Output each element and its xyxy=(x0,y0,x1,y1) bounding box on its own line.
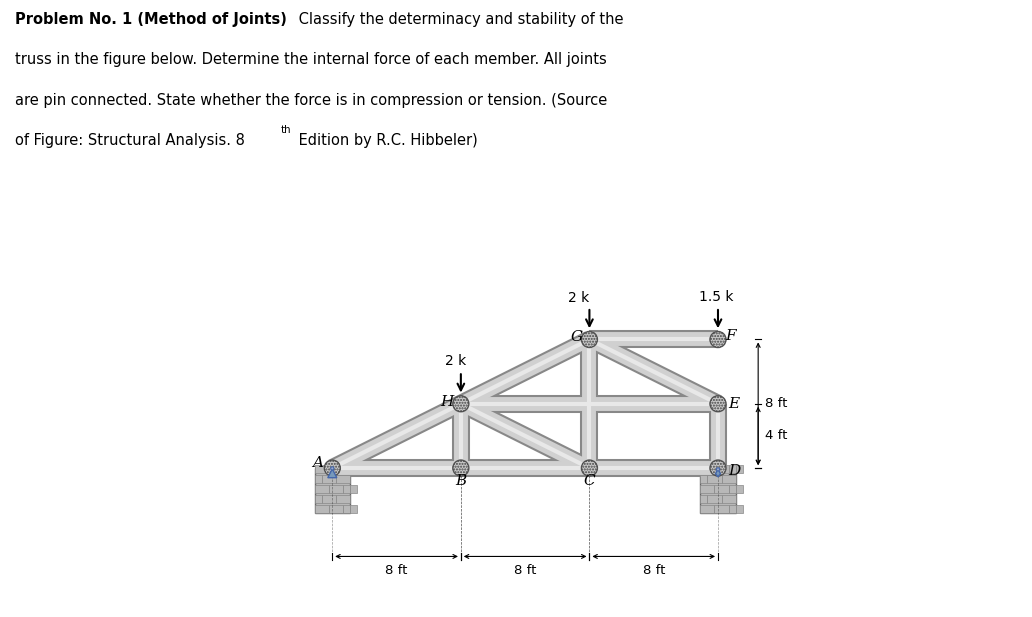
Text: 8 ft: 8 ft xyxy=(514,565,537,578)
Circle shape xyxy=(324,460,341,476)
Bar xyxy=(315,505,329,513)
Text: Problem No. 1 (Method of Joints): Problem No. 1 (Method of Joints) xyxy=(15,12,287,27)
Bar xyxy=(714,465,729,473)
Bar xyxy=(714,505,729,513)
Bar xyxy=(701,465,714,473)
Circle shape xyxy=(453,395,469,412)
Bar xyxy=(721,495,736,503)
Circle shape xyxy=(716,468,719,471)
Text: 2 k: 2 k xyxy=(446,354,466,368)
Bar xyxy=(315,484,329,493)
Bar xyxy=(736,505,743,513)
Bar xyxy=(729,465,736,473)
Text: 4 ft: 4 ft xyxy=(765,429,787,442)
Bar xyxy=(322,474,335,483)
Bar xyxy=(322,495,335,503)
Bar xyxy=(343,465,350,473)
Bar xyxy=(315,465,329,473)
Bar xyxy=(729,505,736,513)
Text: 8 ft: 8 ft xyxy=(765,397,787,410)
Text: C: C xyxy=(584,474,595,488)
Bar xyxy=(350,484,357,493)
Circle shape xyxy=(710,331,727,347)
Bar xyxy=(701,474,707,483)
Bar xyxy=(714,484,729,493)
Bar xyxy=(329,484,343,493)
Text: are pin connected. State whether the force is in compression or tension. (Source: are pin connected. State whether the for… xyxy=(15,93,608,107)
Bar xyxy=(350,465,357,473)
Text: 8 ft: 8 ft xyxy=(643,565,665,578)
Text: 2 k: 2 k xyxy=(568,291,589,305)
Text: th: th xyxy=(281,125,291,135)
Text: Edition by R.C. Hibbeler): Edition by R.C. Hibbeler) xyxy=(294,133,478,147)
Polygon shape xyxy=(715,469,720,477)
Bar xyxy=(736,484,743,493)
Bar xyxy=(329,465,343,473)
Circle shape xyxy=(330,467,334,470)
Bar xyxy=(701,495,707,503)
Bar xyxy=(736,465,743,473)
Circle shape xyxy=(581,460,598,476)
Bar xyxy=(335,474,350,483)
Text: E: E xyxy=(729,397,740,411)
Bar xyxy=(707,474,721,483)
Text: Classify the determinacy and stability of the: Classify the determinacy and stability o… xyxy=(294,12,623,27)
Circle shape xyxy=(453,460,469,476)
Text: truss in the figure below. Determine the internal force of each member. All join: truss in the figure below. Determine the… xyxy=(15,52,607,67)
Bar xyxy=(707,495,721,503)
Bar xyxy=(335,495,350,503)
Bar xyxy=(729,484,736,493)
Bar xyxy=(315,495,322,503)
Text: A: A xyxy=(313,456,323,470)
Text: 1.5 k: 1.5 k xyxy=(699,290,734,304)
Bar xyxy=(701,505,714,513)
Bar xyxy=(343,484,350,493)
Text: of Figure: Structural Analysis. 8: of Figure: Structural Analysis. 8 xyxy=(15,133,246,147)
Bar xyxy=(329,505,343,513)
Polygon shape xyxy=(328,469,336,478)
Text: F: F xyxy=(725,329,736,343)
Bar xyxy=(343,505,350,513)
Bar xyxy=(701,484,714,493)
Bar xyxy=(721,474,736,483)
Bar xyxy=(315,474,322,483)
Bar xyxy=(315,468,350,513)
Text: G: G xyxy=(571,330,583,344)
Bar xyxy=(701,468,736,513)
Text: B: B xyxy=(455,474,466,488)
Bar xyxy=(350,505,357,513)
Circle shape xyxy=(710,395,727,412)
Circle shape xyxy=(710,460,727,476)
Circle shape xyxy=(581,331,598,347)
Text: H: H xyxy=(440,395,453,409)
Text: 8 ft: 8 ft xyxy=(385,565,408,578)
Text: D: D xyxy=(728,464,740,478)
